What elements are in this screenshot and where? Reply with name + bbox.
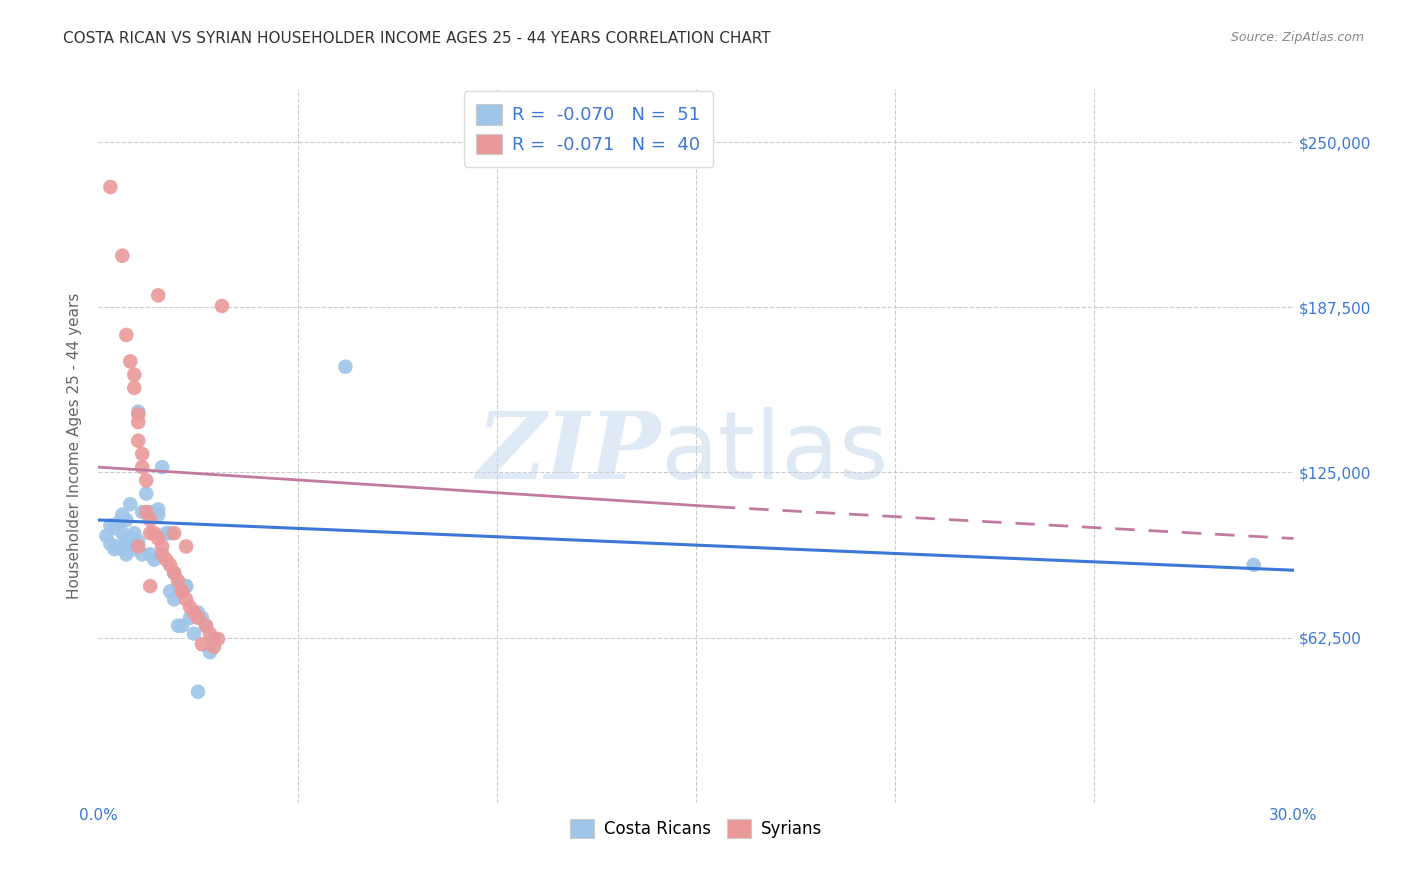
Point (198, 626, 221, 640)
Point (335, 359, 357, 374)
Point (174, 540, 197, 554)
Legend: Costa Ricans, Syrians: Costa Ricans, Syrians (564, 812, 828, 845)
Point (143, 552, 166, 566)
Point (163, 526, 186, 541)
Point (115, 328, 138, 343)
Text: COSTA RICAN VS SYRIAN HOUSEHOLDER INCOME AGES 25 - 44 YEARS CORRELATION CHART: COSTA RICAN VS SYRIAN HOUSEHOLDER INCOME… (63, 31, 770, 46)
Point (98, 537, 122, 551)
Point (187, 606, 209, 620)
Point (148, 508, 170, 522)
Point (139, 526, 162, 541)
Point (202, 640, 225, 654)
Point (127, 434, 149, 448)
Point (195, 618, 218, 632)
Point (139, 579, 162, 593)
Point (124, 381, 146, 395)
Point (111, 249, 134, 263)
Point (124, 526, 146, 541)
Point (103, 542, 125, 557)
Point (163, 566, 186, 580)
Point (115, 547, 138, 561)
Point (131, 447, 153, 461)
Point (187, 685, 209, 699)
Point (107, 516, 129, 530)
Point (167, 579, 190, 593)
Point (127, 404, 149, 418)
Point (167, 618, 190, 632)
Point (174, 579, 197, 593)
Point (174, 592, 197, 607)
Point (167, 574, 190, 588)
Point (195, 618, 218, 632)
Point (139, 513, 162, 527)
Point (120, 497, 142, 511)
Point (198, 645, 221, 659)
Point (148, 502, 170, 516)
Text: atlas: atlas (661, 407, 889, 500)
Point (120, 540, 142, 554)
Point (127, 540, 149, 554)
Y-axis label: Householder Income Ages 25 - 44 years: Householder Income Ages 25 - 44 years (67, 293, 83, 599)
Point (155, 526, 177, 541)
Point (115, 513, 138, 527)
Point (1243, 558, 1265, 572)
Point (127, 534, 149, 549)
Point (163, 592, 186, 607)
Point (98, 518, 122, 533)
Point (111, 526, 134, 541)
Point (211, 299, 233, 313)
Point (172, 618, 194, 632)
Point (187, 611, 209, 625)
Point (150, 540, 173, 554)
Point (155, 552, 177, 566)
Point (159, 584, 181, 599)
Point (124, 368, 146, 382)
Point (98, 180, 122, 194)
Point (124, 542, 146, 557)
Text: Source: ZipAtlas.com: Source: ZipAtlas.com (1230, 31, 1364, 45)
Point (191, 611, 214, 625)
Point (131, 505, 153, 519)
Point (131, 547, 153, 561)
Point (159, 526, 181, 541)
Point (191, 637, 214, 651)
Point (143, 526, 166, 541)
Point (103, 521, 125, 535)
Point (172, 584, 194, 599)
Point (111, 542, 134, 557)
Point (179, 600, 201, 615)
Point (111, 508, 134, 522)
Point (172, 584, 194, 599)
Point (202, 632, 225, 646)
Point (207, 632, 229, 646)
Point (150, 547, 173, 561)
Point (96, 529, 118, 543)
Point (183, 626, 205, 640)
Point (107, 540, 129, 554)
Point (172, 584, 194, 599)
Point (163, 566, 186, 580)
Point (135, 486, 157, 500)
Point (148, 532, 170, 546)
Point (148, 288, 170, 302)
Point (135, 474, 157, 488)
Point (159, 558, 181, 572)
Point (150, 460, 173, 475)
Point (139, 547, 162, 561)
Point (127, 407, 149, 421)
Point (183, 606, 205, 620)
Point (120, 354, 142, 368)
Point (174, 579, 197, 593)
Point (127, 415, 149, 429)
Point (131, 460, 153, 475)
Text: ZIP: ZIP (475, 409, 661, 498)
Point (120, 532, 142, 546)
Point (135, 505, 157, 519)
Point (139, 505, 162, 519)
Point (179, 611, 201, 625)
Point (135, 505, 157, 519)
Point (115, 534, 138, 549)
